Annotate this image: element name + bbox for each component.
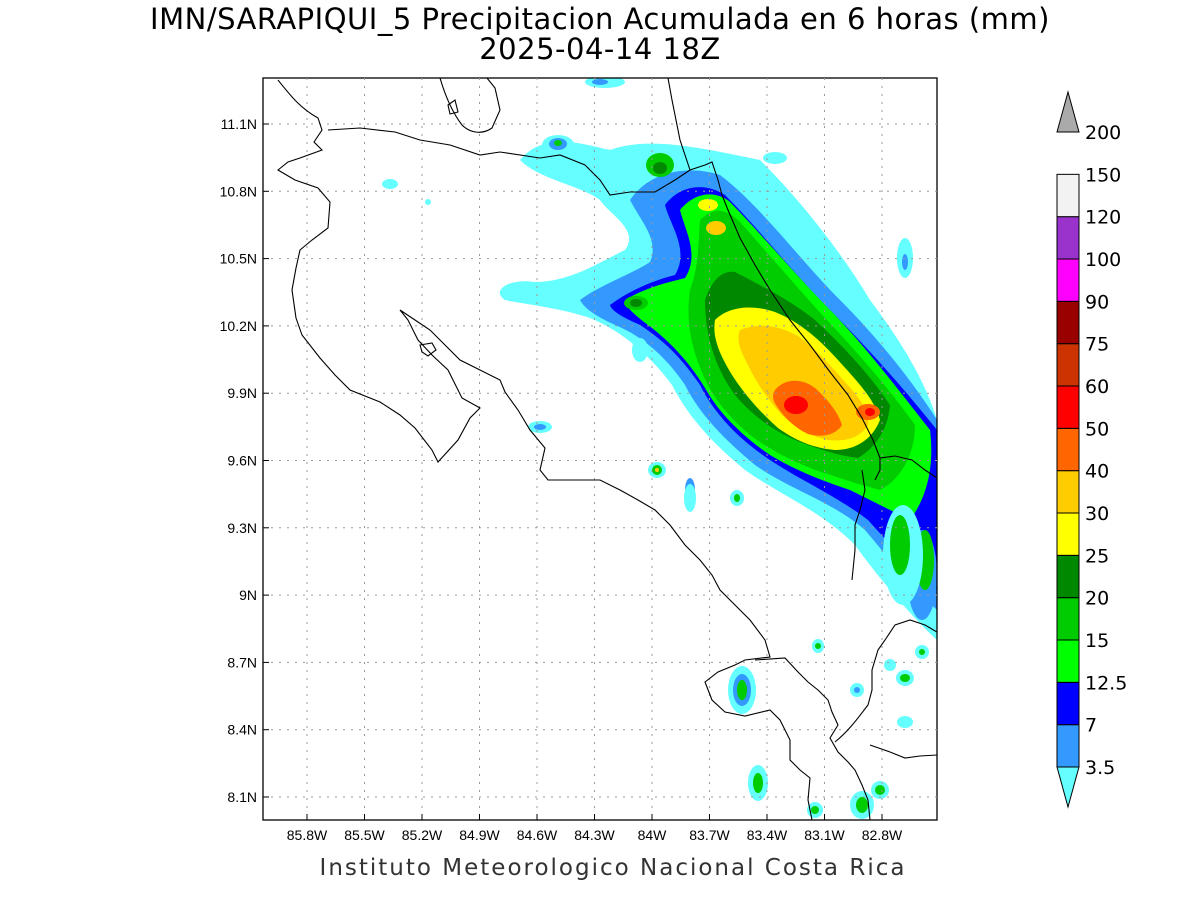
lat-tick-label: 11.1N <box>221 116 257 132</box>
colorbar-swatch <box>1056 427 1080 472</box>
colorbar-swatch <box>1056 639 1080 683</box>
lon-tick-label: 84.6W <box>517 827 558 843</box>
lat-tick-label: 8.4N <box>227 722 257 738</box>
colorbar-label: 90 <box>1085 291 1109 313</box>
lon-tick-label: 83.1W <box>804 827 845 843</box>
lat-tick-label: 10.2N <box>220 318 257 334</box>
lon-tick-label: 85.8W <box>287 827 328 843</box>
colorbar-swatch <box>1056 216 1080 260</box>
colorbar-label: 60 <box>1085 376 1109 398</box>
colorbar-swatch <box>1056 597 1080 641</box>
precip-60mm-core <box>784 396 808 414</box>
lat-tick-label: 10.5N <box>220 251 257 267</box>
colorbar-label: 50 <box>1085 418 1109 440</box>
lat-tick-label: 8.7N <box>227 654 257 670</box>
lat-tick-label: 9.9N <box>227 385 257 401</box>
map-datetime: 2025-04-14 18Z <box>479 32 721 66</box>
colorbar-swatch <box>1056 724 1080 768</box>
lat-tick-label: 9N <box>239 587 257 603</box>
colorbar-label: 75 <box>1085 334 1109 356</box>
isolated-cells <box>382 78 937 819</box>
colorbar-label: 3.5 <box>1085 757 1115 779</box>
lon-tick-label: 84W <box>638 827 668 843</box>
colorbar-swatch <box>1056 512 1080 556</box>
colorbar-label: 15 <box>1085 630 1109 652</box>
lon-tick-label: 83.7W <box>689 827 730 843</box>
colorbar-swatch <box>1056 470 1080 514</box>
precip-60mm-core-east <box>865 408 875 416</box>
lat-tick-label: 10.8N <box>220 183 257 199</box>
colorbar-swatch <box>1056 681 1080 726</box>
national-borders <box>327 78 937 581</box>
colorbar-swatch <box>1056 258 1080 302</box>
map-title: IMN/SARAPIQUI_5 Precipitacion Acumulada … <box>150 2 1050 36</box>
colorbar-label: 30 <box>1085 503 1109 525</box>
colorbar-label: 7 <box>1085 715 1097 737</box>
coastlines <box>277 78 937 820</box>
footer-credit: Instituto Meteorologico Nacional Costa R… <box>319 855 907 881</box>
lat-tick-label: 9.6N <box>227 453 257 469</box>
map-frame <box>262 77 938 821</box>
lat-tick-label: 9.3N <box>227 520 257 536</box>
colorbar-swatch <box>1056 300 1080 345</box>
colorbar-swatch <box>1056 385 1080 429</box>
colorbar-label: 120 <box>1085 207 1121 229</box>
colorbar-swatch <box>1056 343 1080 387</box>
precip-50mm-area <box>773 380 842 436</box>
lon-tick-label: 83.4W <box>747 827 788 843</box>
lon-tick-label: 84.9W <box>459 827 500 843</box>
lon-tick-label: 85.5W <box>344 827 385 843</box>
colorbar-arrow-bottom <box>1056 766 1080 809</box>
graticule: 85.8W 85.5W 85.2W 84.9W 84.6W 84.3W 84W 83.7W 83… <box>220 78 937 843</box>
colorbar-label: 20 <box>1085 588 1109 610</box>
lon-tick-label: 82.8W <box>862 827 903 843</box>
colorbar-swatch <box>1056 173 1080 218</box>
colorbar-label: 150 <box>1085 164 1121 186</box>
colorbar: 3.5 7 12.5 15 20 25 30 40 50 60 75 90 100 120 150 200 <box>1056 90 1127 809</box>
precip-40mm-cell-north <box>706 221 726 235</box>
colorbar-label: 12.5 <box>1085 672 1127 694</box>
lon-tick-label: 84.3W <box>574 827 615 843</box>
colorbar-label: 25 <box>1085 545 1109 567</box>
colorbar-label: 40 <box>1085 461 1109 483</box>
lat-tick-label: 8.1N <box>227 789 257 805</box>
colorbar-swatch <box>1056 554 1080 599</box>
colorbar-arrow-top <box>1056 90 1080 133</box>
colorbar-label: 100 <box>1085 249 1121 271</box>
precip-30mm-cell-north <box>698 199 718 211</box>
lon-tick-label: 85.2W <box>402 827 443 843</box>
precip-field <box>382 78 937 819</box>
colorbar-label: 200 <box>1085 122 1121 144</box>
